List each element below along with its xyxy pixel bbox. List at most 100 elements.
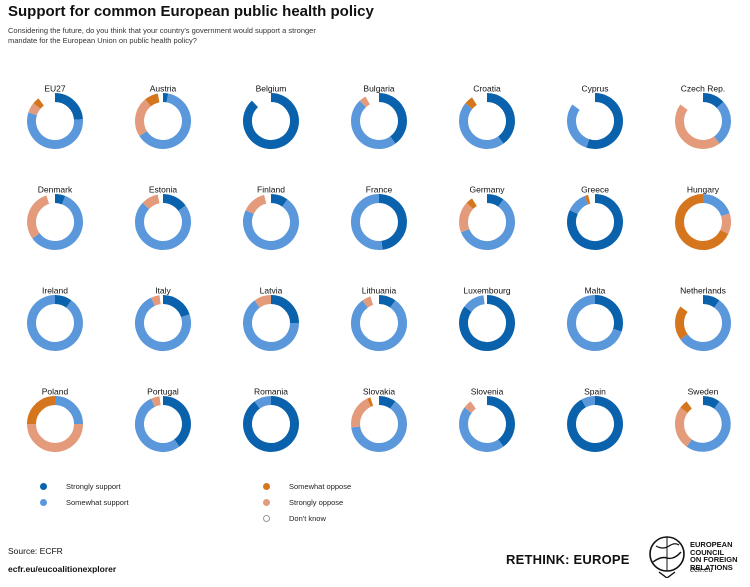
donut-segment-strongly-oppose: [27, 423, 83, 452]
donut-segment-strongly-support: [243, 396, 299, 452]
donut-segment-strongly-support: [378, 93, 407, 144]
donut-segment-somewhat-support: [27, 295, 83, 351]
donut-ireland: Ireland: [27, 286, 83, 351]
donut-segment-strongly-support: [162, 194, 186, 212]
donut-segment-somewhat-support: [567, 295, 622, 351]
donut-segment-somewhat-support: [351, 100, 396, 149]
donut-segment-strongly-oppose: [28, 103, 41, 116]
legend-label-somewhat-oppose: Somewhat oppose: [289, 482, 352, 491]
ecfr-wordmark: EUROPEAN COUNCIL ON FOREIGN RELATIONS: [690, 541, 738, 571]
donut-segment-somewhat-support: [460, 199, 515, 250]
donut-label: Slovakia: [363, 387, 395, 397]
ecfr-line-2: COUNCIL: [690, 547, 725, 557]
rethink-europe-logo: RETHINK: EUROPE: [506, 552, 630, 567]
donut-segment-somewhat-support: [459, 103, 504, 149]
donut-sweden: Sweden: [675, 387, 731, 452]
donut-label: France: [366, 185, 393, 195]
donut-segment-strongly-support: [162, 396, 191, 447]
donut-segment-strongly-oppose: [245, 194, 267, 215]
donut-segment-somewhat-support: [459, 407, 504, 452]
donut-segment-strongly-oppose: [27, 195, 50, 239]
donut-label: Spain: [584, 387, 606, 397]
donut-segment-strongly-oppose: [351, 398, 372, 428]
donut-belgium: Belgium: [243, 84, 299, 149]
donut-segment-somewhat-support: [54, 396, 83, 425]
donut-label: Lithuania: [362, 286, 397, 296]
donut-segment-strongly-support: [702, 295, 720, 308]
donut-label: Belgium: [256, 84, 287, 94]
donut-segment-somewhat-oppose: [465, 97, 477, 110]
donut-austria: Austria: [135, 84, 191, 149]
legend-label-somewhat-support: Somewhat support: [66, 498, 129, 507]
donut-segment-somewhat-support: [135, 297, 191, 351]
donut-segment-somewhat-support: [567, 104, 590, 148]
donut-segment-somewhat-support: [139, 93, 191, 149]
donut-estonia: Estonia: [135, 185, 191, 250]
donut-poland: Poland: [27, 387, 83, 452]
donut-label: Hungary: [687, 185, 720, 195]
donut-label: Sweden: [688, 387, 719, 397]
donut-segment-strongly-oppose: [464, 401, 476, 413]
donut-lithuania: Lithuania: [351, 286, 407, 351]
donut-label: Netherlands: [680, 286, 726, 296]
ecfr-line-4: RELATIONS: [690, 562, 733, 572]
donut-segment-somewhat-support: [686, 401, 731, 452]
donut-label: Luxembourg: [463, 286, 511, 296]
donut-segment-strongly-support: [702, 93, 724, 109]
donut-segment-somewhat-support: [27, 112, 83, 149]
donut-segment-strongly-support: [162, 295, 190, 318]
donut-segment-strongly-support: [54, 93, 83, 121]
donut-segment-somewhat-oppose: [145, 93, 160, 107]
donut-segment-somewhat-support: [713, 101, 731, 144]
donut-segment-somewhat-oppose: [675, 306, 688, 340]
legend-swatch-strongly-support: [40, 483, 47, 490]
donut-label: Ireland: [42, 286, 68, 296]
donut-segment-somewhat-support: [581, 396, 596, 408]
donut-segment-strongly-oppose: [359, 96, 370, 108]
donut-label: Finland: [257, 185, 285, 195]
donut-label: Czech Rep.: [681, 84, 725, 94]
donut-slovakia: Slovakia: [351, 387, 407, 452]
donut-cyprus: Cyprus: [567, 84, 623, 149]
donut-greece: Greece: [567, 185, 623, 250]
donut-segment-strongly-oppose: [675, 104, 720, 149]
legend-label-strongly-support: Strongly support: [66, 482, 121, 491]
donut-segment-somewhat-support: [351, 194, 383, 250]
donut-spain: Spain: [567, 387, 623, 452]
donut-france: France: [351, 185, 407, 250]
donut-label: Bulgaria: [363, 84, 394, 94]
donut-label: Poland: [42, 387, 69, 397]
donut-segment-somewhat-support: [680, 300, 731, 351]
donut-segment-somewhat-support: [702, 194, 730, 217]
donut-label: Austria: [150, 84, 177, 94]
donut-germany: Germany: [459, 185, 515, 250]
donut-label: EU27: [44, 84, 66, 94]
donut-segment-somewhat-oppose: [27, 396, 56, 425]
donut-label: Slovenia: [471, 387, 504, 397]
donut-label: Germany: [470, 185, 506, 195]
donut-segment-strongly-support: [378, 194, 407, 250]
legend-swatch-somewhat-oppose: [263, 483, 270, 490]
chart-subtitle: Considering the future, do you think tha…: [8, 26, 316, 45]
donut-segment-somewhat-oppose: [466, 198, 477, 210]
legend-swatch-dont-know: [263, 515, 270, 522]
ecfr-url[interactable]: ecfr.eu: [690, 565, 713, 574]
donut-eu27: EU27: [27, 84, 83, 149]
donut-segment-strongly-oppose: [720, 213, 731, 234]
donut-segment-strongly-support: [702, 396, 720, 409]
donut-segment-somewhat-oppose: [367, 397, 374, 407]
donut-segment-strongly-oppose: [459, 202, 474, 233]
donut-segment-somewhat-support: [254, 396, 272, 409]
donut-label: Greece: [581, 185, 609, 195]
donut-segment-strongly-support: [486, 396, 515, 447]
donut-segment-strongly-oppose: [135, 99, 152, 136]
source-url[interactable]: ecfr.eu/eucoalitionexplorer: [8, 564, 117, 574]
donut-label: Denmark: [38, 185, 73, 195]
donut-segment-somewhat-support: [134, 398, 180, 452]
donut-label: Cyprus: [582, 84, 609, 94]
donut-label: Latvia: [260, 286, 283, 296]
donut-segment-somewhat-support: [135, 202, 191, 250]
donut-segment-strongly-oppose: [362, 296, 374, 308]
donut-malta: Malta: [567, 286, 623, 351]
donut-segment-strongly-support: [54, 295, 72, 308]
